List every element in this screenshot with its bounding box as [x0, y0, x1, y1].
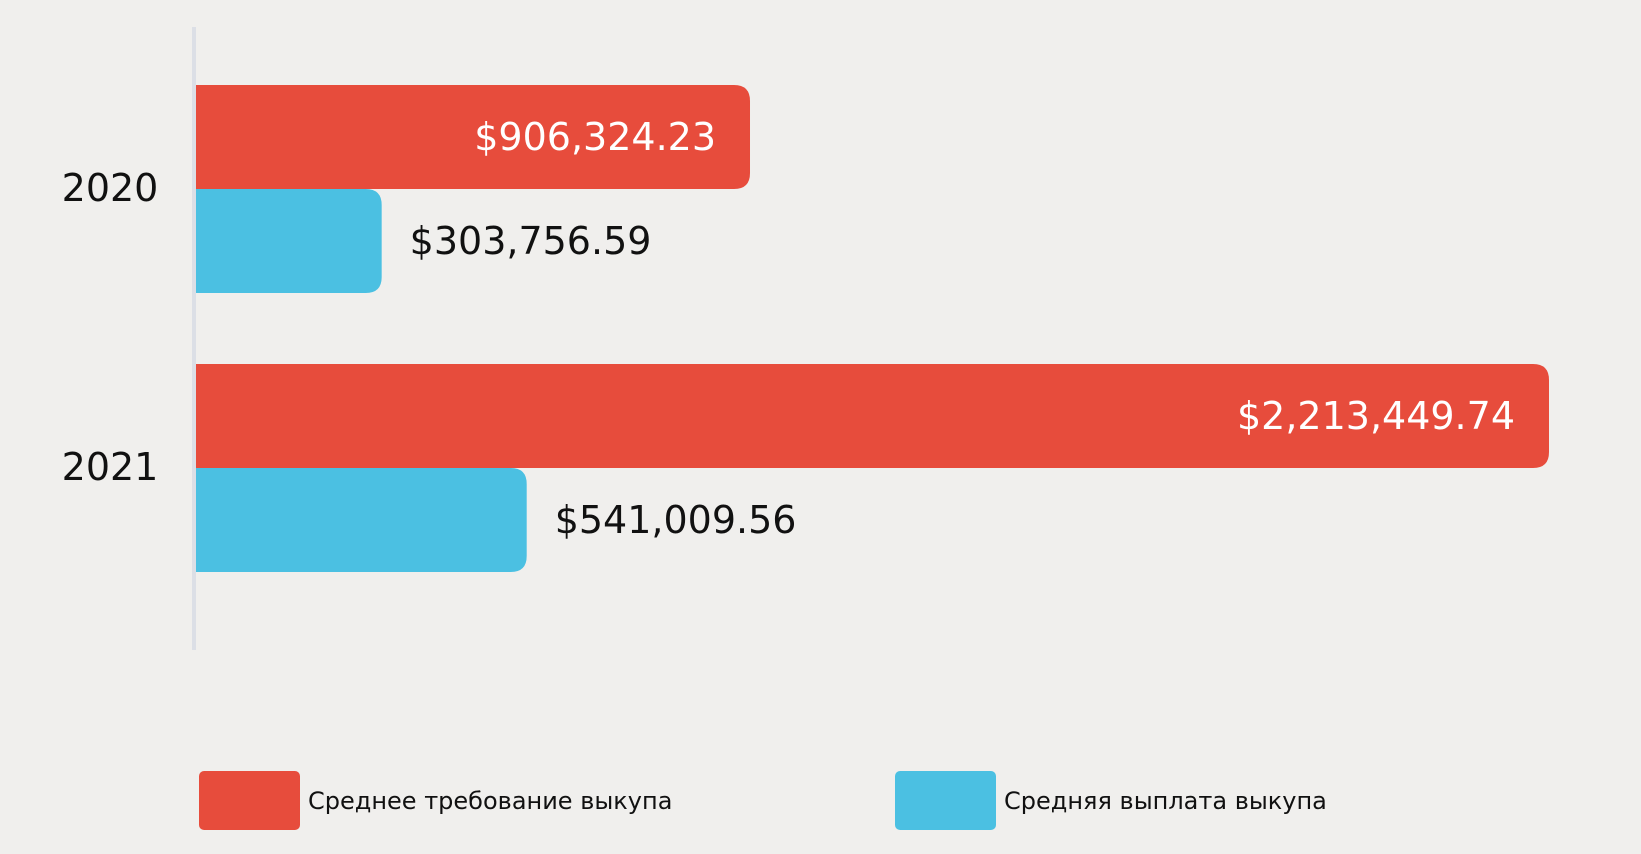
legend-label-demand: Среднее требование выкупа: [308, 786, 673, 815]
category-label-2021: 2021: [62, 445, 159, 489]
legend-label-payment: Средняя выплата выкупа: [1004, 786, 1327, 815]
legend-swatch-payment: [895, 771, 996, 830]
bar-2020-payment: [196, 189, 382, 293]
legend-item-demand: Среднее требование выкупа: [199, 771, 672, 830]
value-label-2021-payment: $541,009.56: [555, 498, 797, 542]
category-label-2020: 2020: [62, 166, 159, 210]
value-label-2021-demand: $2,213,449.74: [1237, 394, 1515, 438]
labels-layer: 2020 $906,324.23 $303,756.59 2021 $2,213,449…: [62, 115, 1515, 542]
value-label-2020-demand: $906,324.23: [474, 115, 716, 159]
bar-2020-demand: [196, 85, 751, 189]
legend-swatch-demand: [199, 771, 300, 830]
bar-2021-payment: [196, 468, 527, 572]
bar-2021-demand: [196, 364, 1549, 468]
bars-layer: [196, 85, 1549, 572]
legend-item-payment: Средняя выплата выкупа: [895, 771, 1327, 830]
value-label-2020-payment: $303,756.59: [410, 219, 652, 263]
